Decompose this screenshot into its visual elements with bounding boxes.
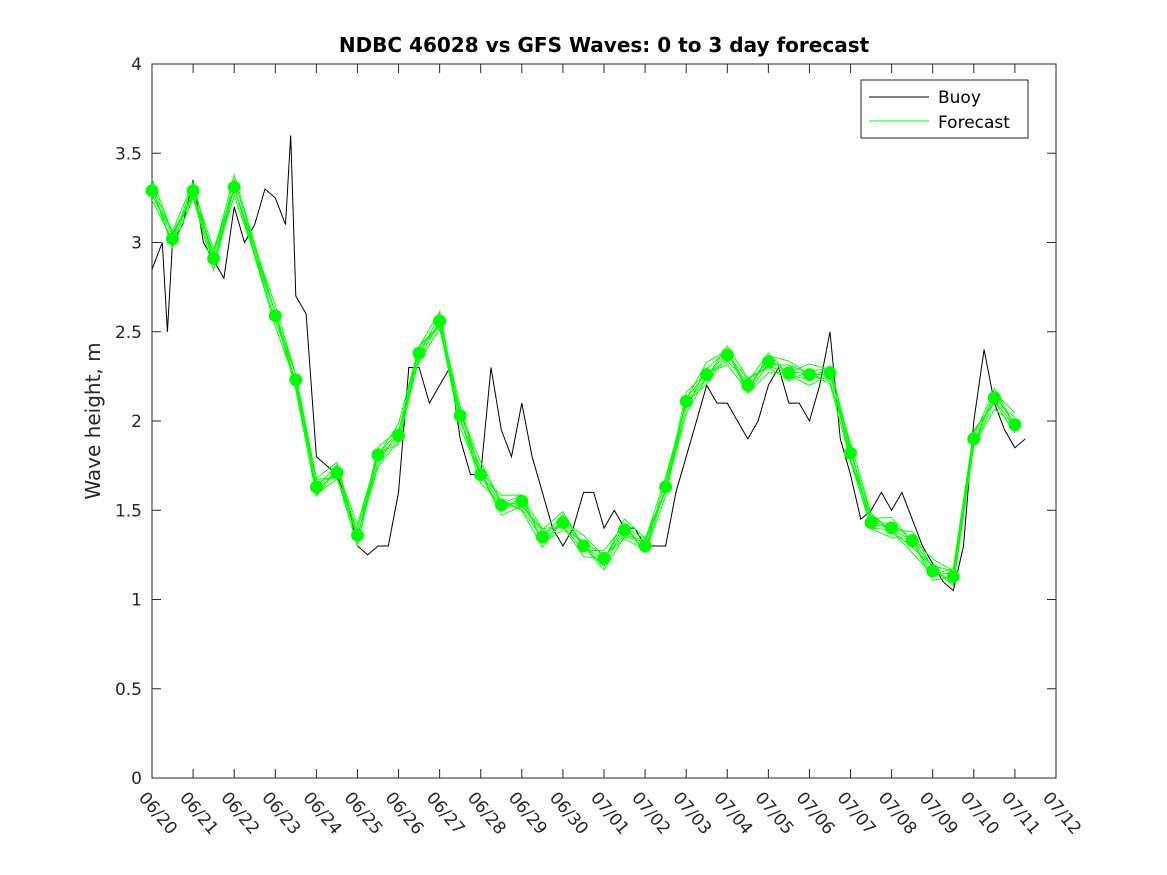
forecast-marker: [782, 366, 796, 380]
y-tick-label: 4: [131, 55, 142, 75]
x-tick-label: 07/05: [751, 788, 798, 838]
forecast-marker: [577, 539, 590, 553]
forecast-marker: [145, 184, 159, 198]
forecast-marker: [494, 498, 508, 512]
forecast-marker: [207, 252, 221, 266]
legend: Buoy Forecast: [860, 79, 1029, 139]
x-tick-label: 06/26: [381, 788, 428, 838]
y-tick-label: 2: [131, 412, 142, 432]
x-tick-label: 06/27: [422, 788, 469, 838]
forecast-marker: [679, 394, 693, 408]
y-tick-label: 3: [131, 234, 142, 254]
forecast-marker: [700, 368, 714, 382]
forecast-marker: [720, 348, 734, 362]
x-tick-label: 06/28: [463, 788, 510, 838]
x-tick-label: 06/22: [216, 788, 263, 838]
forecast-marker: [1008, 418, 1022, 432]
forecast-marker: [166, 232, 179, 246]
forecast-marker: [638, 539, 652, 553]
buoy-line: [151, 135, 1026, 592]
forecast-marker: [268, 309, 282, 323]
forecast-marker: [659, 480, 673, 494]
y-tick-label: 2.5: [115, 323, 142, 343]
forecast-marker: [186, 184, 200, 198]
forecast-marker: [412, 346, 426, 360]
y-axis-label: Wave height, m: [81, 342, 105, 499]
x-tick-label: 06/29: [504, 788, 551, 838]
y-tick-label: 0: [131, 769, 142, 789]
forecast-marker: [556, 516, 570, 530]
x-tick-label: 07/09: [915, 788, 962, 838]
legend-box: [860, 79, 1029, 139]
x-tick-label: 07/02: [627, 788, 674, 838]
x-tick-label: 07/11: [997, 788, 1044, 838]
x-tick-label: 07/03: [668, 788, 715, 838]
y-tick-label: 1.5: [115, 501, 142, 521]
forecast-marker: [864, 516, 878, 530]
x-tick-label: 07/08: [874, 788, 921, 838]
forecast-marker: [803, 368, 816, 382]
x-tick-label: 07/07: [833, 788, 880, 838]
plot-area: [151, 63, 1057, 779]
y-tick-label: 1: [131, 591, 142, 611]
x-tick-label: 07/10: [956, 788, 1003, 838]
forecast-marker: [330, 466, 344, 480]
forecast-run-line: [151, 185, 1016, 587]
forecast-marker: [967, 432, 981, 446]
x-tick-label: 06/30: [545, 788, 592, 838]
forecast-marker: [885, 521, 899, 535]
forecast-marker: [309, 480, 323, 494]
forecast-marker: [433, 314, 447, 328]
forecast-marker: [618, 523, 631, 537]
forecast-marker: [474, 468, 488, 482]
forecast-marker: [289, 373, 303, 387]
forecast-marker: [392, 428, 405, 442]
x-tick-label: 07/12: [1038, 788, 1085, 838]
forecast-marker: [515, 494, 529, 508]
x-tick-label: 07/01: [586, 788, 633, 838]
forecast-marker: [844, 446, 857, 460]
x-tick-label: 07/04: [709, 788, 756, 838]
x-tick-label: 06/23: [257, 788, 304, 838]
forecast-marker: [905, 534, 919, 548]
legend-buoy-label: Buoy: [938, 88, 981, 108]
forecast-marker: [741, 378, 755, 392]
buoy-series: [151, 135, 1026, 592]
x-tick-label: 06/25: [340, 788, 387, 838]
forecast-marker: [371, 448, 385, 462]
x-tick-label: 06/21: [175, 788, 222, 838]
forecast-marker: [535, 530, 549, 544]
forecast-marker: [351, 528, 364, 542]
forecast-marker: [946, 569, 960, 583]
x-tick-label: 06/20: [134, 788, 181, 838]
forecast-marker: [926, 564, 940, 578]
forecast-marker: [227, 180, 241, 194]
forecast-markers: [145, 180, 1022, 583]
forecast-series: [151, 173, 1016, 587]
legend-forecast-label: Forecast: [938, 113, 1010, 133]
forecast-marker: [987, 391, 1001, 405]
forecast-marker: [823, 366, 837, 380]
x-tick-label: 07/06: [792, 788, 839, 838]
y-tick-label: 0.5: [115, 680, 142, 700]
forecast-marker: [761, 355, 775, 369]
forecast-run-line: [151, 173, 1016, 572]
x-tick-label: 06/24: [299, 788, 346, 838]
forecast-marker: [597, 551, 611, 565]
y-tick-label: 3.5: [115, 144, 142, 164]
chart-title: NDBC 46028 vs GFS Waves: 0 to 3 day fore…: [339, 33, 870, 57]
forecast-marker: [453, 409, 467, 423]
